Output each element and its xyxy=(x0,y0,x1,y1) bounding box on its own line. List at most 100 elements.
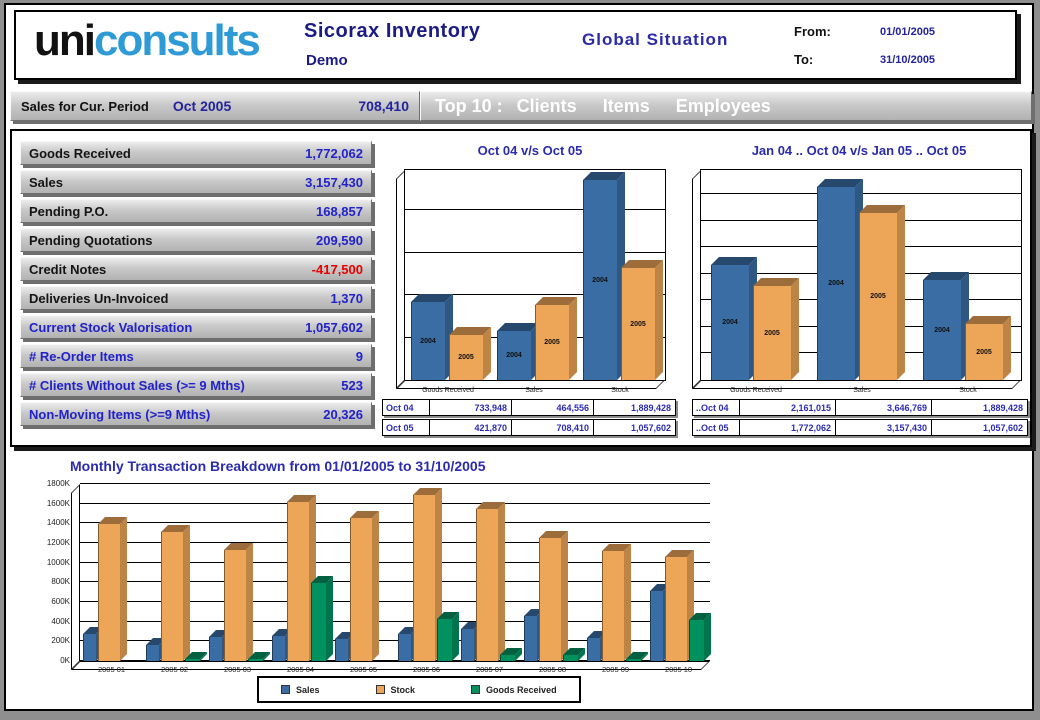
legend-label: Goods Received xyxy=(486,684,557,695)
app-subtitle: Demo xyxy=(306,52,348,69)
bar-2004 xyxy=(411,302,445,380)
ytd-chart-table: ..Oct 04 2,161,015 3,646,769 1,889,428 ..Oct… xyxy=(692,399,1028,439)
oct-chart-table: Oct 04 733,948 464,556 1,889,428 Oct 05 421,8… xyxy=(382,399,676,439)
bar-series-label: 2004 xyxy=(506,352,522,359)
bar-stock xyxy=(539,538,561,661)
bar-side-face xyxy=(1003,316,1011,380)
bar-stock xyxy=(665,557,687,661)
metric-row[interactable]: Sales 3,157,430 xyxy=(20,170,372,194)
x-axis-label: 2005 01 xyxy=(97,665,126,674)
to-date: 31/10/2005 xyxy=(880,54,936,66)
chart-left-wall xyxy=(71,484,80,670)
metric-row[interactable]: Pending P.O. 168,857 xyxy=(20,199,372,223)
gridline xyxy=(80,522,710,523)
gridline xyxy=(80,542,710,543)
chart-table-row-label: Oct 05 xyxy=(386,422,414,433)
metric-row[interactable]: # Re-Order Items 9 xyxy=(20,344,372,368)
x-axis-label: 2005 02 xyxy=(160,665,189,674)
bar-sales xyxy=(146,645,159,661)
top10-link-employees[interactable]: Employees xyxy=(675,95,771,116)
company-logo: uniconsults xyxy=(34,16,261,66)
metric-row[interactable]: Pending Quotations 209,590 xyxy=(20,228,372,252)
metric-row[interactable]: # Clients Without Sales (>= 9 Mths) 523 xyxy=(20,373,372,397)
category-label: Goods Received xyxy=(422,387,474,394)
bar-stock xyxy=(224,550,246,661)
bar-goods-received xyxy=(563,655,578,661)
bar-side-face xyxy=(246,543,253,661)
chart-table-value: 1,057,602 xyxy=(593,420,675,435)
to-label: To: xyxy=(794,52,814,67)
x-axis-label: 2005 04 xyxy=(286,665,315,674)
top10-link-items[interactable]: Items xyxy=(602,95,650,116)
metric-value: 523 xyxy=(341,377,363,393)
gridline xyxy=(80,640,710,641)
bar-sales xyxy=(335,639,348,661)
bar-2005 xyxy=(859,213,897,380)
gridline xyxy=(80,503,710,504)
from-label: From: xyxy=(794,24,831,39)
metric-row[interactable]: Deliveries Un-Invoiced 1,370 xyxy=(20,286,372,310)
bar-goods-received xyxy=(437,619,452,661)
bar-side-face xyxy=(624,544,631,661)
ytd-chart-title: Jan 04 .. Oct 04 v/s Jan 05 .. Oct 05 xyxy=(751,143,967,158)
y-axis-label: 1400K xyxy=(46,518,70,527)
legend-item: Sales xyxy=(281,685,320,695)
bar-sales xyxy=(524,616,537,661)
x-axis-label: 2005 09 xyxy=(601,665,630,674)
bar-2005 xyxy=(753,286,791,380)
bar-side-face xyxy=(498,502,505,661)
y-axis-label: 1600K xyxy=(46,499,70,508)
monthly-breakdown-chart: Monthly Transaction Breakdown from 01/01… xyxy=(6,450,726,712)
gridline xyxy=(405,294,665,295)
bar-2004 xyxy=(923,280,961,380)
x-axis-label: 2005 03 xyxy=(223,665,252,674)
period-month: Oct 2005 xyxy=(172,98,232,114)
chart-table-value: 1,772,062 xyxy=(739,420,835,435)
metric-row[interactable]: Current Stock Valorisation 1,057,602 xyxy=(20,315,372,339)
y-axis-label: 0K xyxy=(60,656,70,665)
legend-swatch-stock xyxy=(375,685,385,694)
bar-sales xyxy=(461,629,474,661)
chart-table-value: 708,410 xyxy=(511,420,593,435)
bar-side-face xyxy=(655,260,663,380)
metric-row[interactable]: Goods Received 1,772,062 xyxy=(20,141,372,165)
bar-stock xyxy=(413,495,435,661)
chart-left-wall xyxy=(396,170,405,389)
metrics-panel: Goods Received 1,772,062 Sales 3,157,430 Pen… xyxy=(20,141,372,431)
bar-series-label: 2005 xyxy=(976,349,992,356)
gridline xyxy=(80,562,710,563)
bar-2004 xyxy=(583,180,617,380)
category-label: Stock xyxy=(959,387,977,394)
gridline xyxy=(405,209,665,210)
gridline xyxy=(80,601,710,602)
x-axis-label: 2005 10 xyxy=(664,665,693,674)
chart-table-value: 1,889,428 xyxy=(931,400,1027,415)
category-label: Stock xyxy=(611,387,629,394)
legend-item: Stock xyxy=(375,685,415,695)
bar-sales xyxy=(587,638,600,661)
x-axis-label: 2005 08 xyxy=(538,665,567,674)
metric-row[interactable]: Credit Notes -417,500 xyxy=(20,257,372,281)
gridline xyxy=(405,252,665,253)
logo-consults: consults xyxy=(93,16,261,65)
gridline xyxy=(80,621,710,622)
bar-2005 xyxy=(621,268,655,380)
bar-series-label: 2005 xyxy=(630,321,646,328)
chart-table-row-label: ..Oct 04 xyxy=(696,402,729,413)
x-axis-label: 2005 07 xyxy=(475,665,504,674)
metric-value: 1,772,062 xyxy=(305,145,363,161)
y-axis-label: 800K xyxy=(51,577,70,586)
top10-bar: Top 10 : Clients Items Employees xyxy=(420,91,1032,121)
bar-side-face xyxy=(452,612,459,661)
main-panel: Goods Received 1,772,062 Sales 3,157,430 Pen… xyxy=(10,129,1032,447)
oct-chart-title: Oct 04 v/s Oct 05 xyxy=(477,143,583,158)
bar-stock xyxy=(287,502,309,661)
bar-sales xyxy=(272,636,285,661)
chart-table-value: 1,889,428 xyxy=(593,400,675,415)
category-label: Sales xyxy=(853,387,871,394)
bar-side-face xyxy=(326,576,333,661)
metric-value: 3,157,430 xyxy=(305,174,363,190)
top10-link-clients[interactable]: Clients xyxy=(516,95,577,116)
bar-goods-received xyxy=(626,659,641,661)
metric-row[interactable]: Non-Moving Items (>=9 Mths) 20,326 xyxy=(20,402,372,426)
